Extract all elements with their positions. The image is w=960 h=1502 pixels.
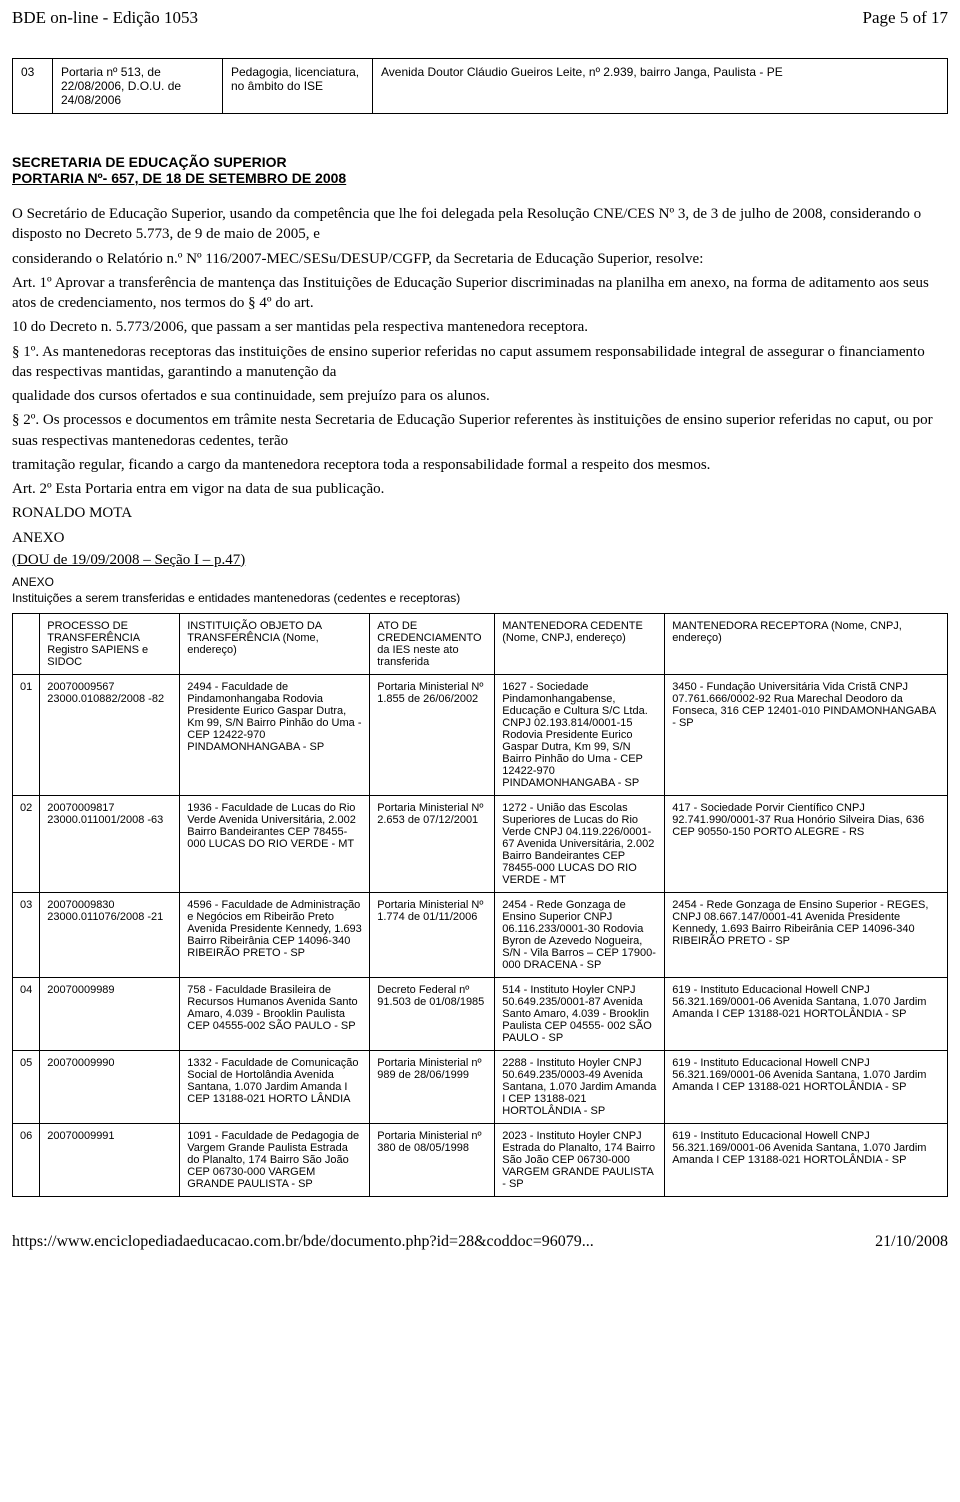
body-line: RONALDO MOTA xyxy=(12,503,948,523)
cell-ced: 2023 - Instituto Hoyler CNPJ Estrada do … xyxy=(495,1123,665,1196)
main-table: PROCESSO DE TRANSFERÊNCIA Registro SAPIE… xyxy=(12,613,948,1197)
header-title: BDE on-line - Edição 1053 xyxy=(12,8,198,28)
cell-proc: 20070009830 23000.011076/2008 -21 xyxy=(40,892,180,977)
body-line: ANEXO xyxy=(12,528,948,548)
cell-ato: Portaria Ministerial nº 380 de 08/05/199… xyxy=(370,1123,495,1196)
table-row: 0420070009989758 - Faculdade Brasileira … xyxy=(13,977,948,1050)
body-line: tramitação regular, ficando a cargo da m… xyxy=(12,455,948,475)
cell-rec: 417 - Sociedade Porvir Científico CNPJ 9… xyxy=(665,795,948,892)
body-line: § 1º. As mantenedoras receptoras das ins… xyxy=(12,342,948,383)
cell-curso: Pedagogia, licenciatura, no âmbito do IS… xyxy=(223,59,373,114)
body-line: Art. 1º Aprovar a transferência de mante… xyxy=(12,273,948,314)
table-row: 03 Portaria nº 513, de 22/08/2006, D.O.U… xyxy=(13,59,948,114)
body-line: qualidade dos cursos ofertados e sua con… xyxy=(12,386,948,406)
cell-idx: 04 xyxy=(13,977,40,1050)
cell-rec: 3450 - Fundação Universitária Vida Crist… xyxy=(665,674,948,795)
cell-ato: Decreto Federal nº 91.503 de 01/08/1985 xyxy=(370,977,495,1050)
cell-portaria: Portaria nº 513, de 22/08/2006, D.O.U. d… xyxy=(53,59,223,114)
cell-ato: Portaria Ministerial nº 989 de 28/06/199… xyxy=(370,1050,495,1123)
cell-rec: 619 - Instituto Educacional Howell CNPJ … xyxy=(665,1050,948,1123)
cell-proc: 20070009990 xyxy=(40,1050,180,1123)
anexo-label: ANEXO xyxy=(12,575,948,589)
col-idx xyxy=(13,613,40,674)
table-row: 0320070009830 23000.011076/2008 -214596 … xyxy=(13,892,948,977)
cell-inst: 1332 - Faculdade de Comunicação Social d… xyxy=(180,1050,370,1123)
body-line: considerando o Relatório n.º Nº 116/2007… xyxy=(12,249,948,269)
cell-idx: 06 xyxy=(13,1123,40,1196)
footer-url: https://www.enciclopediadaeducacao.com.b… xyxy=(12,1233,594,1251)
body-line: Art. 2º Esta Portaria entra em vigor na … xyxy=(12,479,948,499)
cell-idx: 03 xyxy=(13,892,40,977)
cell-proc: 20070009989 xyxy=(40,977,180,1050)
col-ato: ATO DE CREDENCIAMENTO da IES neste ato t… xyxy=(370,613,495,674)
cell-inst: 1091 - Faculdade de Pedagogia de Vargem … xyxy=(180,1123,370,1196)
cell-idx: 02 xyxy=(13,795,40,892)
cell-ced: 514 - Instituto Hoyler CNPJ 50.649.235/0… xyxy=(495,977,665,1050)
body-line: O Secretário de Educação Superior, usand… xyxy=(12,204,948,245)
cell-idx: 05 xyxy=(13,1050,40,1123)
table-row: 0120070009567 23000.010882/2008 -822494 … xyxy=(13,674,948,795)
cell-ato: Portaria Ministerial Nº 1.855 de 26/06/2… xyxy=(370,674,495,795)
table-row: 0220070009817 23000.011001/2008 -631936 … xyxy=(13,795,948,892)
cell-idx: 01 xyxy=(13,674,40,795)
cell-ced: 2454 - Rede Gonzaga de Ensino Superior C… xyxy=(495,892,665,977)
cell-inst: 4596 - Faculdade de Administração e Negó… xyxy=(180,892,370,977)
cell-endereco: Avenida Doutor Cláudio Gueiros Leite, nº… xyxy=(373,59,948,114)
cell-proc: 20070009817 23000.011001/2008 -63 xyxy=(40,795,180,892)
table-row: 06200700099911091 - Faculdade de Pedagog… xyxy=(13,1123,948,1196)
body-line: 10 do Decreto n. 5.773/2006, que passam … xyxy=(12,317,948,337)
cell-rec: 619 - Instituto Educacional Howell CNPJ … xyxy=(665,1123,948,1196)
col-receptora: MANTENEDORA RECEPTORA (Nome, CNPJ, ender… xyxy=(665,613,948,674)
cell-idx: 03 xyxy=(13,59,53,114)
cell-proc: 20070009991 xyxy=(40,1123,180,1196)
cell-inst: 2494 - Faculdade de Pindamonhangaba Rodo… xyxy=(180,674,370,795)
cell-inst: 758 - Faculdade Brasileira de Recursos H… xyxy=(180,977,370,1050)
cell-ato: Portaria Ministerial Nº 2.653 de 07/12/2… xyxy=(370,795,495,892)
cell-ced: 1627 - Sociedade Pindamonhangabense, Edu… xyxy=(495,674,665,795)
col-cedente: MANTENEDORA CEDENTE (Nome, CNPJ, endereç… xyxy=(495,613,665,674)
footer-date: 21/10/2008 xyxy=(875,1233,948,1251)
cell-ced: 1272 - União das Escolas Superiores de L… xyxy=(495,795,665,892)
anexo-desc: Instituições a serem transferidas e enti… xyxy=(12,591,948,605)
cell-proc: 20070009567 23000.010882/2008 -82 xyxy=(40,674,180,795)
cell-rec: 619 - Instituto Educacional Howell CNPJ … xyxy=(665,977,948,1050)
col-processo: PROCESSO DE TRANSFERÊNCIA Registro SAPIE… xyxy=(40,613,180,674)
cell-rec: 2454 - Rede Gonzaga de Ensino Superior -… xyxy=(665,892,948,977)
table-header-row: PROCESSO DE TRANSFERÊNCIA Registro SAPIE… xyxy=(13,613,948,674)
top-table: 03 Portaria nº 513, de 22/08/2006, D.O.U… xyxy=(12,58,948,114)
cell-inst: 1936 - Faculdade de Lucas do Rio Verde A… xyxy=(180,795,370,892)
page-header: BDE on-line - Edição 1053 Page 5 of 17 xyxy=(12,8,948,28)
dou-reference: (DOU de 19/09/2008 – Seção I – p.47) xyxy=(12,552,948,569)
table-row: 05200700099901332 - Faculdade de Comunic… xyxy=(13,1050,948,1123)
section-title: SECRETARIA DE EDUCAÇÃO SUPERIOR xyxy=(12,154,948,170)
page-indicator: Page 5 of 17 xyxy=(863,8,948,28)
body-paragraphs: O Secretário de Educação Superior, usand… xyxy=(12,204,948,548)
cell-ato: Portaria Ministerial Nº 1.774 de 01/11/2… xyxy=(370,892,495,977)
page-footer: https://www.enciclopediadaeducacao.com.b… xyxy=(12,1227,948,1251)
section-subtitle: PORTARIA Nº- 657, DE 18 DE SETEMBRO DE 2… xyxy=(12,170,948,186)
body-line: § 2º. Os processos e documentos em trâmi… xyxy=(12,410,948,451)
cell-ced: 2288 - Instituto Hoyler CNPJ 50.649.235/… xyxy=(495,1050,665,1123)
col-instituicao: INSTITUIÇÃO OBJETO DA TRANSFERÊNCIA (Nom… xyxy=(180,613,370,674)
